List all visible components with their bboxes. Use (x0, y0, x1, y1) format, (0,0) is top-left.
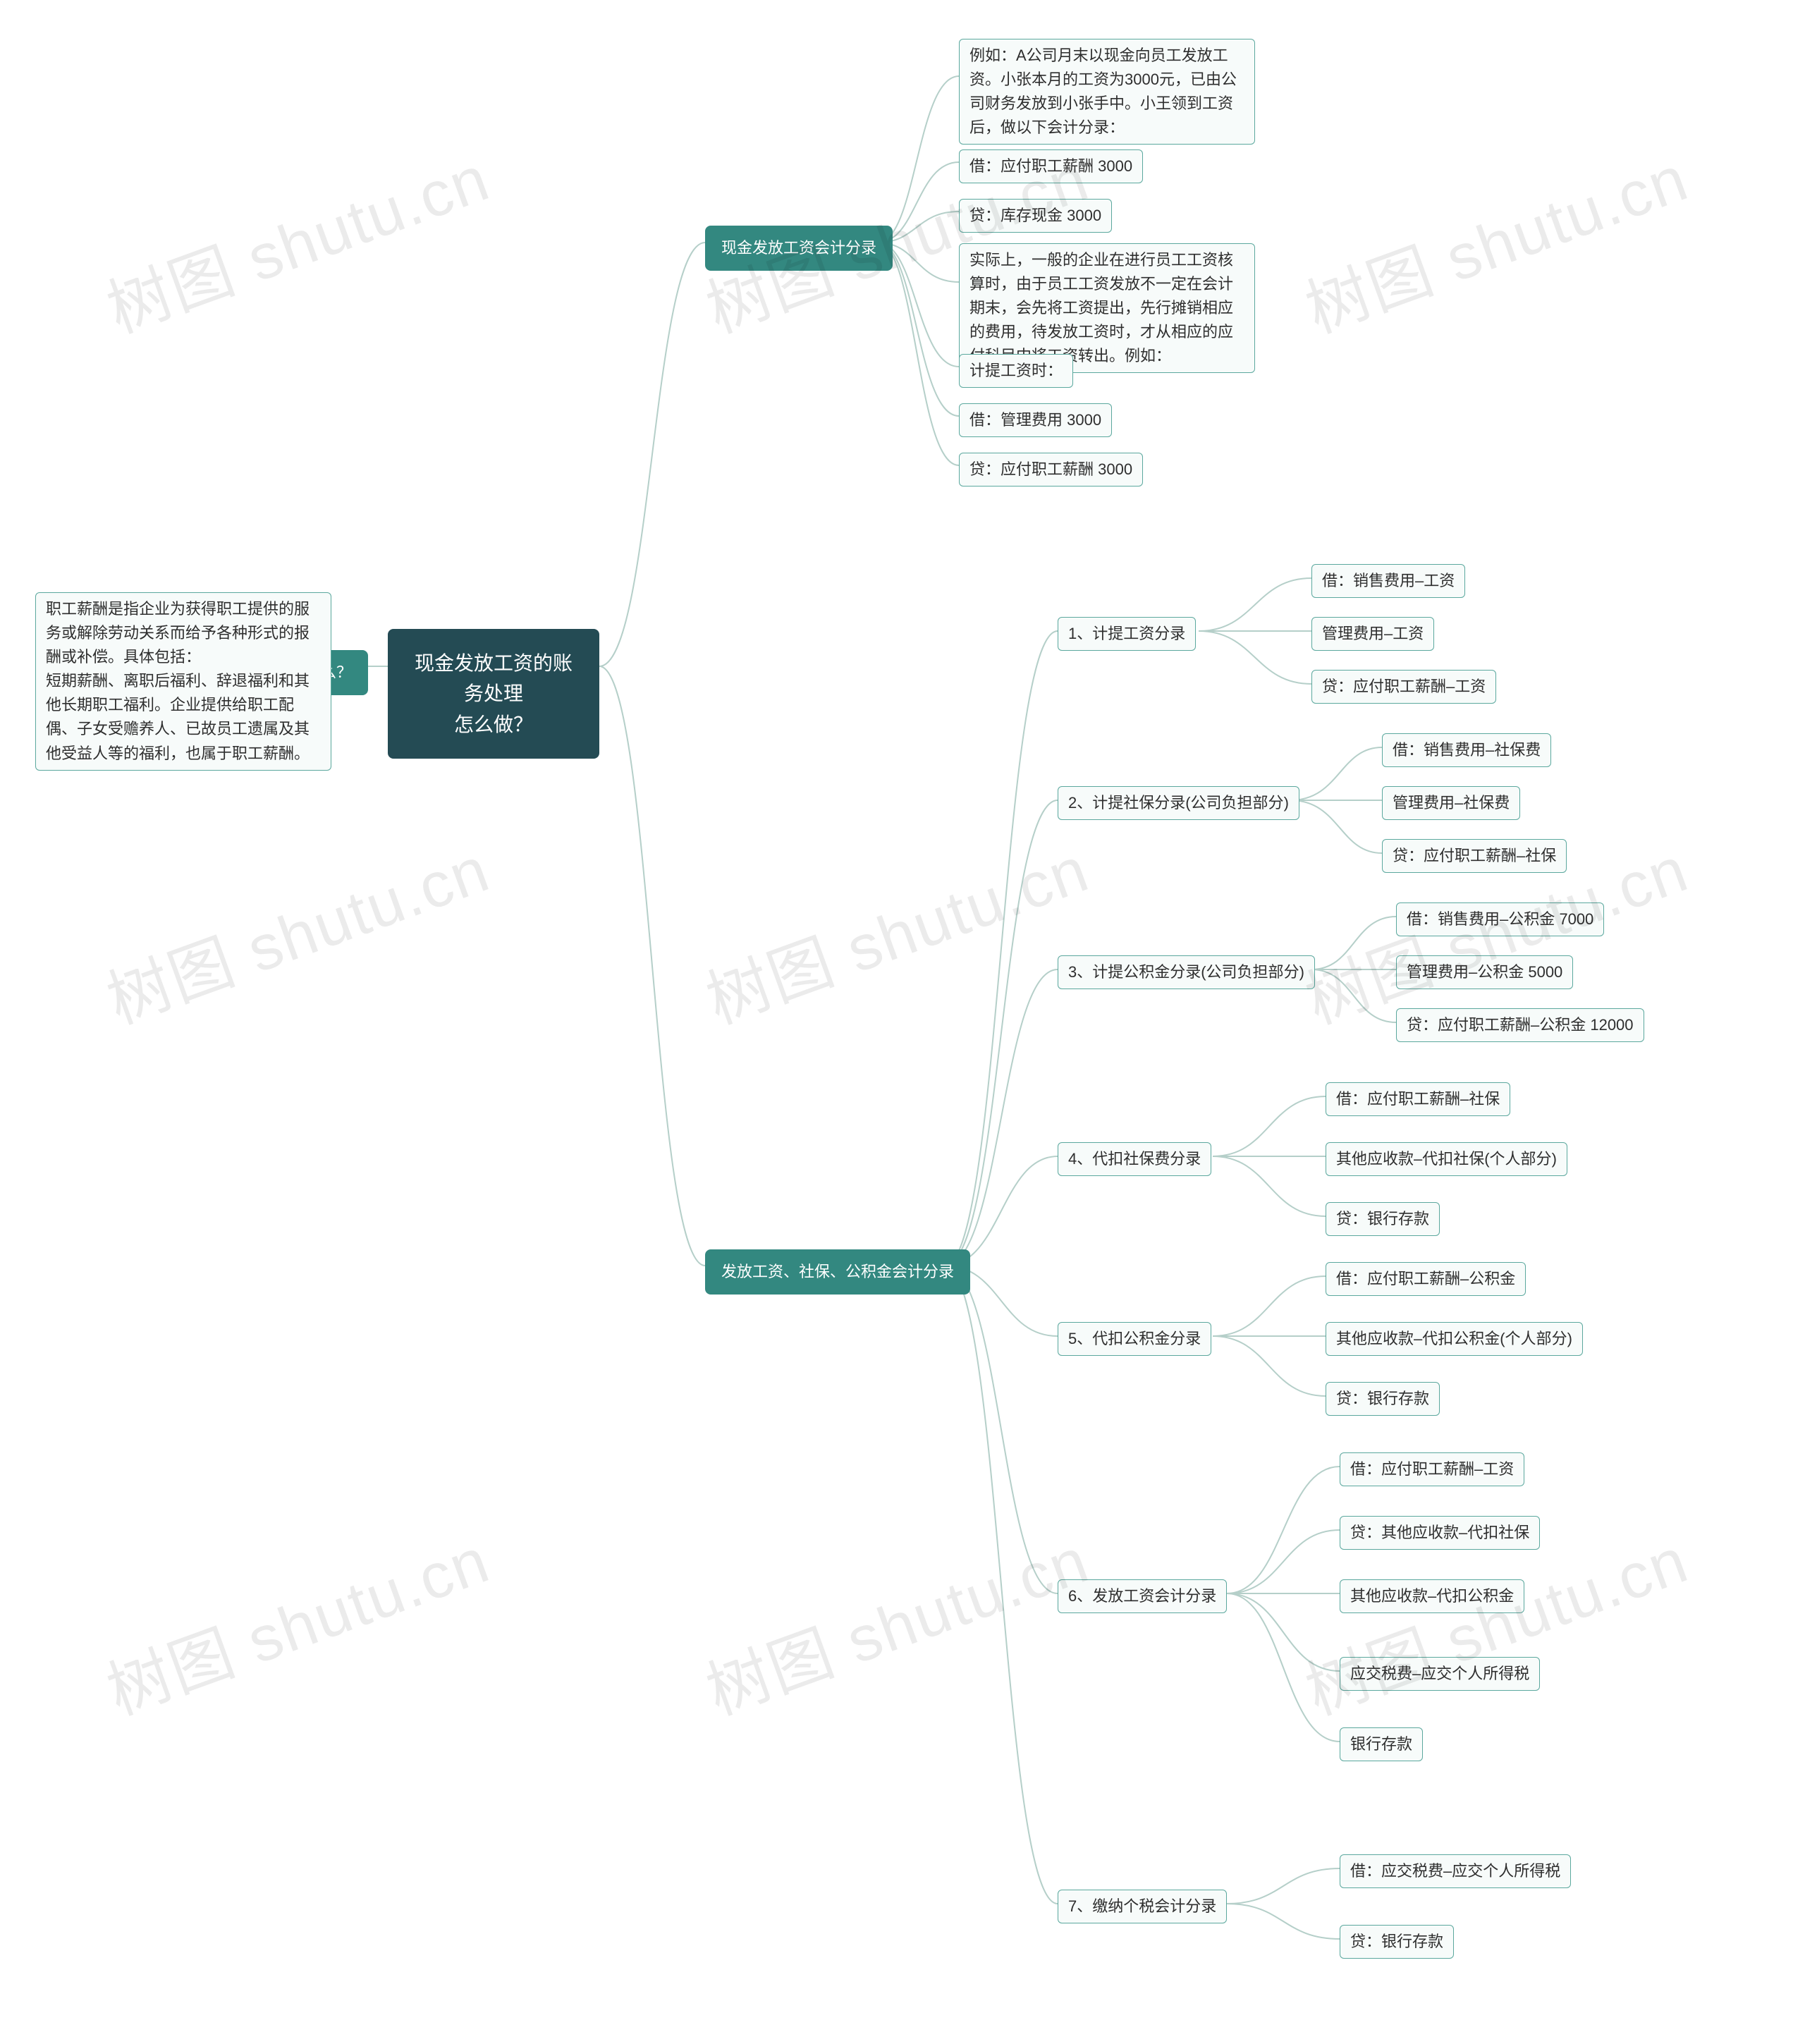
sub-3-c0: 借：销售费用–公积金 7000 (1396, 902, 1604, 936)
sub-6-c2: 其他应收款–代扣公积金 (1340, 1579, 1524, 1613)
sub-2-c2: 贷：应付职工薪酬–社保 (1382, 839, 1567, 873)
mindmap-stage: 现金发放工资的账务处理 怎么做？ 职工薪酬是什么？ 职工薪酬是指企业为获得职工提… (0, 0, 1805, 2044)
sub-2-c1: 管理费用–社保费 (1382, 786, 1520, 820)
sub-6-c3: 应交税费–应交个人所得税 (1340, 1657, 1540, 1691)
leaf-left-1-0: 职工薪酬是指企业为获得职工提供的服务或解除劳动关系而给予各种形式的报酬或补偿。具… (35, 592, 331, 771)
leaf-r1-5: 借：管理费用 3000 (959, 403, 1112, 437)
sub-1-c1: 管理费用–工资 (1311, 617, 1434, 651)
watermark: 树图 shutu.cn (94, 1514, 503, 1740)
sub-6: 6、发放工资会计分录 (1058, 1579, 1227, 1613)
sub-7-c1: 贷：银行存款 (1340, 1925, 1454, 1959)
branch-right-1: 现金发放工资会计分录 (705, 226, 893, 271)
sub-7: 7、缴纳个税会计分录 (1058, 1890, 1227, 1923)
sub-4-c0: 借：应付职工薪酬–社保 (1326, 1082, 1510, 1116)
sub-2: 2、计提社保分录(公司负担部分) (1058, 786, 1299, 820)
leaf-r1-6: 贷：应付职工薪酬 3000 (959, 453, 1143, 486)
watermark: 树图 shutu.cn (694, 823, 1102, 1049)
center-node: 现金发放工资的账务处理 怎么做？ (388, 629, 599, 759)
sub-4-c1: 其他应收款–代扣社保(个人部分) (1326, 1142, 1567, 1176)
sub-4: 4、代扣社保费分录 (1058, 1142, 1211, 1176)
sub-5-c2: 贷：银行存款 (1326, 1382, 1440, 1416)
sub-2-c0: 借：销售费用–社保费 (1382, 733, 1551, 767)
sub-4-c2: 贷：银行存款 (1326, 1202, 1440, 1236)
leaf-r1-1: 借：应付职工薪酬 3000 (959, 149, 1143, 183)
watermark: 树图 shutu.cn (1293, 132, 1701, 358)
sub-1-c0: 借：销售费用–工资 (1311, 564, 1465, 598)
sub-6-c0: 借：应付职工薪酬–工资 (1340, 1452, 1524, 1486)
sub-3: 3、计提公积金分录(公司负担部分) (1058, 955, 1315, 989)
sub-5: 5、代扣公积金分录 (1058, 1322, 1211, 1356)
sub-6-c4: 银行存款 (1340, 1727, 1423, 1761)
sub-6-c1: 贷：其他应收款–代扣社保 (1340, 1516, 1540, 1550)
leaf-r1-4: 计提工资时： (959, 354, 1073, 388)
watermark: 树图 shutu.cn (694, 1514, 1102, 1740)
watermark: 树图 shutu.cn (94, 823, 503, 1049)
sub-7-c0: 借：应交税费–应交个人所得税 (1340, 1854, 1571, 1888)
branch-right-2: 发放工资、社保、公积金会计分录 (705, 1249, 970, 1295)
sub-1: 1、计提工资分录 (1058, 617, 1196, 651)
leaf-r1-0: 例如：A公司月末以现金向员工发放工资。小张本月的工资为3000元，已由公司财务发… (959, 39, 1255, 145)
sub-5-c0: 借：应付职工薪酬–公积金 (1326, 1262, 1526, 1296)
leaf-r1-2: 贷：库存现金 3000 (959, 199, 1112, 233)
sub-5-c1: 其他应收款–代扣公积金(个人部分) (1326, 1322, 1583, 1356)
sub-3-c1: 管理费用–公积金 5000 (1396, 955, 1573, 989)
sub-1-c2: 贷：应付职工薪酬–工资 (1311, 670, 1496, 704)
sub-3-c2: 贷：应付职工薪酬–公积金 12000 (1396, 1008, 1644, 1042)
watermark: 树图 shutu.cn (94, 132, 503, 358)
